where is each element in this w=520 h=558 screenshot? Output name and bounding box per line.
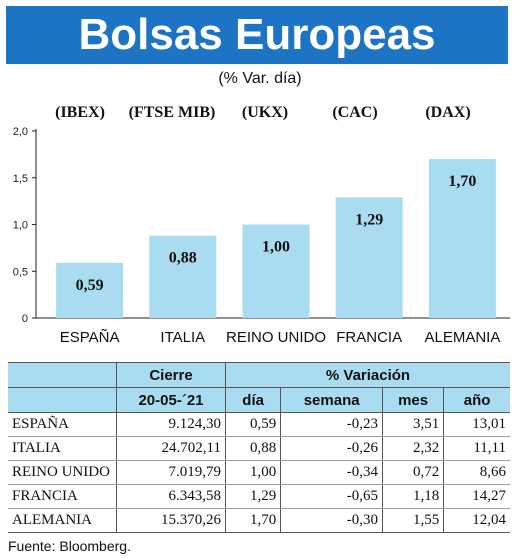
- ticker-label: (CAC): [332, 104, 378, 121]
- semana-cell: -0,65: [280, 484, 384, 509]
- bar: [242, 224, 310, 318]
- ticker-label: (FTSE MIB): [128, 104, 216, 121]
- table-row: FRANCIA 6.343,58 1,29 -0,65 1,18 14,27: [8, 484, 510, 509]
- semana-cell: -0,26: [280, 436, 384, 461]
- x-tick-label: ALEMANIA: [424, 329, 500, 346]
- date-header: 20-05-´21: [116, 387, 226, 413]
- dia-cell: 1,70: [225, 508, 282, 533]
- bar: [56, 262, 124, 318]
- dia-header: día: [224, 387, 282, 413]
- country-cell: FRANCIA: [8, 484, 117, 509]
- cierre-cell: 7.019,79: [116, 460, 226, 485]
- ano-header: año: [443, 387, 510, 413]
- bar-value-label: 0,88: [169, 250, 197, 267]
- source-note: Fuente: Bloomberg.: [8, 538, 131, 554]
- data-table-wrapper: Cierre % Variación 20-05-´21 día semana …: [8, 362, 510, 533]
- y-tick-label: 1,0: [13, 220, 28, 232]
- dia-cell: 1,29: [225, 484, 282, 509]
- mes-cell: 1,55: [382, 508, 445, 533]
- y-tick-label: 2,0: [13, 126, 28, 138]
- bar-value-label: 1,70: [448, 173, 476, 190]
- dia-cell: 0,59: [225, 412, 282, 437]
- cierre-cell: 6.343,58: [116, 484, 226, 509]
- variacion-header: % Variación: [225, 362, 510, 388]
- empty-header-cell: [8, 387, 117, 413]
- table-row: REINO UNIDO 7.019,79 1,00 -0,34 0,72 8,6…: [8, 460, 510, 485]
- semana-header: semana: [280, 387, 384, 413]
- bar-chart: 0 0,5 1,0 1,5 2,0 0,59 ESPAÑA 0,88 ITALIA 1,00 REI…: [13, 126, 510, 346]
- x-tick-label: ESPAÑA: [60, 329, 120, 346]
- country-cell: ALEMANIA: [8, 508, 117, 533]
- ano-cell: 13,01: [443, 412, 510, 437]
- mes-cell: 0,72: [382, 460, 445, 485]
- country-cell: ESPAÑA: [8, 412, 117, 437]
- ano-cell: 11,11: [443, 436, 510, 461]
- dia-cell: 0,88: [225, 436, 282, 461]
- bar: [149, 235, 217, 318]
- y-tick-label: 1,5: [13, 173, 28, 185]
- empty-header-cell: [8, 362, 117, 388]
- semana-cell: -0,23: [280, 412, 384, 437]
- semana-cell: -0,30: [280, 508, 384, 533]
- bar-value-label: 1,29: [355, 211, 383, 228]
- ticker-label: (UKX): [241, 104, 289, 121]
- ano-cell: 14,27: [443, 484, 510, 509]
- x-tick-label: FRANCIA: [336, 329, 402, 346]
- data-table: Cierre % Variación 20-05-´21 día semana …: [8, 362, 510, 533]
- country-cell: REINO UNIDO: [8, 460, 117, 485]
- mes-cell: 2,32: [382, 436, 445, 461]
- page-title: Bolsas Europeas: [78, 10, 436, 59]
- country-cell: ITALIA: [8, 436, 117, 461]
- mes-header: mes: [382, 387, 445, 413]
- x-tick-label: REINO UNIDO: [226, 329, 326, 346]
- table-row: ITALIA 24.702,11 0,88 -0,26 2,32 11,11: [8, 436, 510, 461]
- ano-cell: 12,04: [443, 508, 510, 533]
- bar: [428, 159, 496, 318]
- mes-cell: 1,18: [382, 484, 445, 509]
- cierre-cell: 9.124,30: [116, 412, 226, 437]
- title-banner: Bolsas Europeas: [6, 6, 508, 64]
- chart-subtitle: (% Var. día): [218, 70, 302, 87]
- y-tick-label: 0: [22, 313, 28, 325]
- cierre-cell: 24.702,11: [116, 436, 226, 461]
- mes-cell: 3,51: [382, 412, 445, 437]
- dia-cell: 1,00: [225, 460, 282, 485]
- y-tick-label: 0,5: [13, 266, 28, 278]
- bar-value-label: 0,59: [76, 277, 104, 294]
- table-row: ESPAÑA 9.124,30 0,59 -0,23 3,51 13,01: [8, 412, 510, 437]
- semana-cell: -0,34: [280, 460, 384, 485]
- cierre-cell: 15.370,26: [116, 508, 226, 533]
- ticker-label: (DAX): [425, 104, 471, 121]
- x-tick-label: ITALIA: [160, 329, 205, 346]
- bar-value-label: 1,00: [262, 239, 290, 256]
- ano-cell: 8,66: [443, 460, 510, 485]
- table-row: ALEMANIA 15.370,26 1,70 -0,30 1,55 12,04: [8, 508, 510, 533]
- cierre-header: Cierre: [116, 362, 226, 388]
- ticker-label: (IBEX): [55, 104, 105, 121]
- bar: [335, 197, 403, 318]
